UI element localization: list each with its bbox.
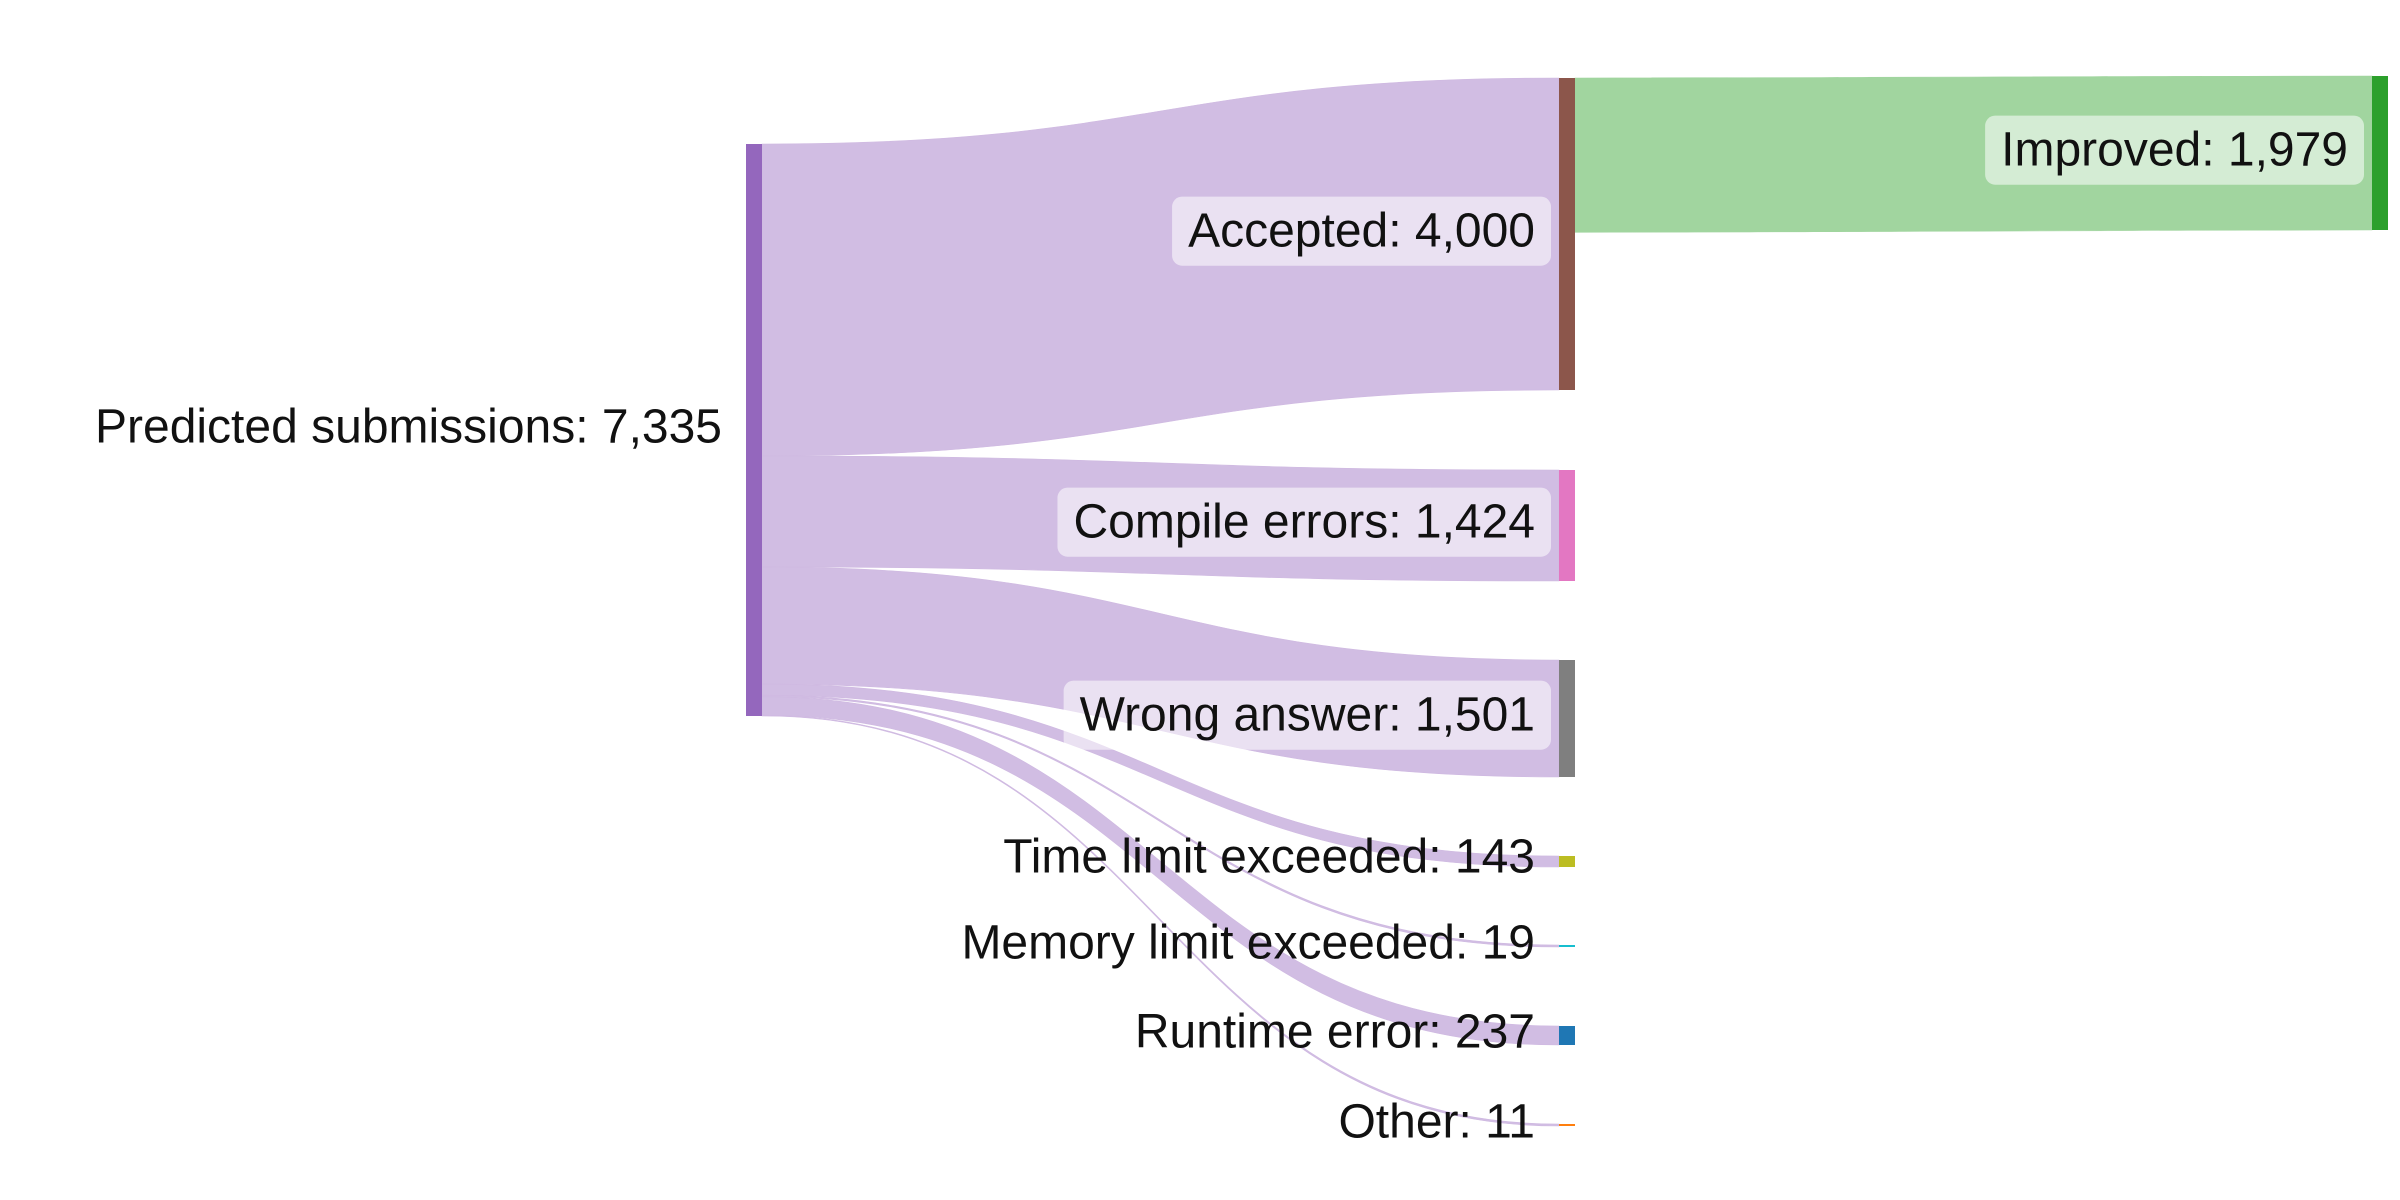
label-tle: Time limit exceeded: 143	[1003, 831, 1535, 884]
label-bg-wrong	[1063, 680, 1551, 750]
label-predicted: Predicted submissions: 7,335	[95, 401, 722, 454]
node-predicted	[746, 144, 762, 716]
link-predicted-to-accepted	[761, 77, 1560, 457]
label-accepted: Accepted: 4,000	[1188, 205, 1535, 258]
node-mle	[1559, 945, 1575, 947]
node-other	[1559, 1124, 1575, 1126]
label-compile: Compile errors: 1,424	[1073, 496, 1535, 549]
label-other: Other: 11	[1338, 1096, 1535, 1149]
node-accepted	[1559, 78, 1575, 390]
node-wrong	[1559, 660, 1575, 777]
label-bg-improved	[1985, 115, 2364, 185]
label-improved: Improved: 1,979	[2001, 124, 2348, 177]
node-improved	[2372, 76, 2388, 230]
node-compile	[1559, 470, 1575, 581]
label-wrong: Wrong answer: 1,501	[1080, 689, 1535, 742]
label-bg-compile	[1057, 487, 1551, 557]
label-runtime: Runtime error: 237	[1135, 1006, 1535, 1059]
label-mle: Memory limit exceeded: 19	[961, 917, 1535, 970]
label-bg-accepted	[1172, 196, 1551, 266]
node-tle	[1559, 856, 1575, 867]
sankey-nodes	[746, 76, 2388, 1126]
sankey-labels: Predicted submissions: 7,335 Accepted: 4,…	[95, 115, 2364, 1149]
node-runtime	[1559, 1026, 1575, 1045]
